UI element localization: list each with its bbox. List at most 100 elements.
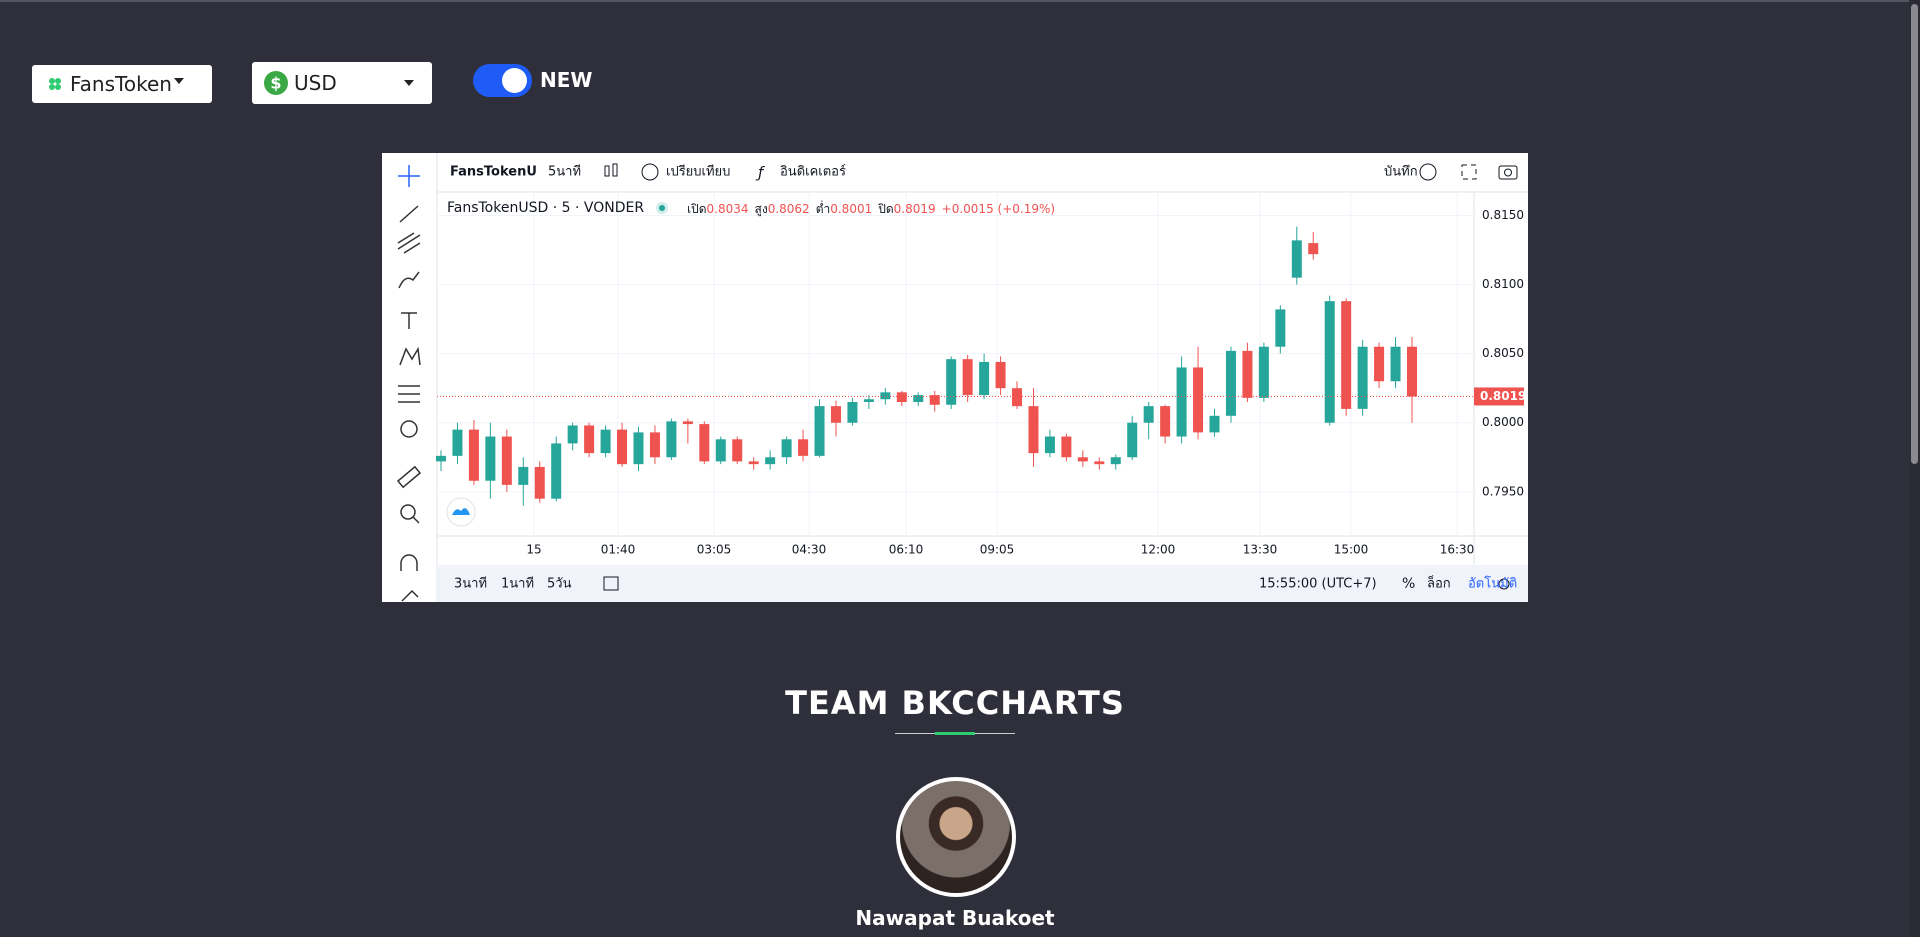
candle-body xyxy=(732,439,743,462)
range-button[interactable]: 1นาที xyxy=(501,576,534,592)
indicators[interactable]: อินดิเคเตอร์ xyxy=(780,164,846,180)
fib-tool[interactable] xyxy=(397,232,421,254)
candle-body xyxy=(946,359,957,405)
save[interactable]: บันทึก xyxy=(1384,165,1418,180)
x-tick-label: 13:30 xyxy=(1243,543,1278,557)
toggle-label: NEW xyxy=(540,68,593,92)
auto-toggle[interactable]: อัตโนมัติ xyxy=(1468,576,1517,592)
ohlc-label: เปิด xyxy=(687,202,707,216)
chart-widget: FansTokenU 5นาที เปรียบเทียบ ƒ อินดิเคเต… xyxy=(382,153,1528,602)
toggle-knob xyxy=(502,68,527,93)
candle-body xyxy=(847,401,858,423)
brush-tool[interactable] xyxy=(398,271,420,289)
candle-body xyxy=(715,439,726,462)
percent-toggle[interactable]: % xyxy=(1402,576,1415,592)
candle-body xyxy=(551,443,562,499)
symbol[interactable]: FansTokenU xyxy=(450,165,537,180)
range-button[interactable]: 3นาที xyxy=(454,576,487,592)
caret xyxy=(404,80,414,86)
emoji-tool[interactable] xyxy=(400,420,418,438)
compare-icon[interactable] xyxy=(641,163,659,181)
scroll-thumb[interactable] xyxy=(1911,4,1918,464)
interval[interactable]: 5นาที xyxy=(548,164,581,180)
last-price-badge xyxy=(1474,387,1524,406)
candle-body xyxy=(979,361,990,396)
candle-body xyxy=(1407,346,1417,397)
screenshot-icon[interactable] xyxy=(1498,165,1518,180)
candle-body xyxy=(567,425,578,444)
x-tick-label: 04:30 xyxy=(792,543,827,557)
y-tick-label: 0.8150 xyxy=(1482,208,1524,222)
pattern-tool[interactable] xyxy=(399,346,421,366)
member-name: Nawapat Buakoet xyxy=(855,906,1055,930)
bottom-bar xyxy=(437,565,1528,602)
scrollbar[interactable] xyxy=(1909,0,1920,937)
indicator-icon[interactable]: ƒ xyxy=(755,164,765,182)
candle-body xyxy=(1012,388,1023,407)
candle-body xyxy=(962,359,973,396)
x-tick-label: 16:30 xyxy=(1440,543,1475,557)
currency-select[interactable]: $ USD xyxy=(252,62,432,104)
x-tick-label: 09:05 xyxy=(980,543,1015,557)
settings-icon[interactable] xyxy=(1419,163,1437,181)
text-tool[interactable] xyxy=(401,312,417,329)
screenshot-lens xyxy=(1504,168,1512,177)
legend: FansTokenUSD · 5 · VONDER xyxy=(447,200,644,216)
token-select[interactable]: FansToken xyxy=(32,65,212,103)
candle-body xyxy=(1110,457,1121,465)
compare[interactable]: เปรียบเทียบ xyxy=(666,164,730,180)
candle-body xyxy=(1291,240,1302,278)
zoom-tool[interactable] xyxy=(400,504,420,524)
plot-area: 15 01:40 03:05 04:30 06:10 09:05 12:00 13:30 15:… xyxy=(436,192,1526,592)
candle-body xyxy=(798,439,809,456)
line-tool[interactable] xyxy=(399,205,419,223)
legend-symbol: FansTokenUSD · 5 · VONDER xyxy=(447,200,644,216)
x-tick-label: 03:05 xyxy=(697,543,732,557)
crosshair-tool[interactable] xyxy=(398,165,420,187)
chart-style-icon[interactable] xyxy=(604,163,618,177)
ohlc-value: 0.8062 xyxy=(768,202,810,216)
goto-date-icon xyxy=(603,576,619,591)
candle-body xyxy=(699,424,710,462)
ohlc-label: ต่ำ xyxy=(816,200,831,216)
candle-body xyxy=(1044,436,1055,454)
candle-body xyxy=(485,436,496,481)
candle-body xyxy=(814,406,825,456)
axis-settings-icon[interactable] xyxy=(1498,578,1510,590)
candle-body xyxy=(518,466,529,485)
candle-body xyxy=(452,429,463,456)
candle-body xyxy=(929,395,940,405)
left-toolbar xyxy=(396,165,422,602)
lock-tool[interactable] xyxy=(401,589,419,602)
magnet-tool[interactable] xyxy=(400,554,418,571)
candle-body xyxy=(1242,350,1253,398)
new-toggle[interactable] xyxy=(473,64,532,97)
range-button[interactable]: 5วัน xyxy=(547,577,572,592)
candle-body xyxy=(765,457,776,465)
ohlc-label: สูง xyxy=(755,202,768,217)
candle-body xyxy=(830,406,841,423)
currency-icon: $ xyxy=(264,71,288,95)
ohlc-value: 0.8001 xyxy=(830,202,872,216)
candle-body xyxy=(781,439,792,458)
measure-tool[interactable] xyxy=(398,385,420,403)
log-toggle[interactable]: ล็อก xyxy=(1427,574,1451,592)
token-label: FansToken xyxy=(70,72,172,96)
candle-body xyxy=(1077,457,1088,462)
candle-body xyxy=(1061,436,1072,458)
team-title: TEAM BKCCHARTS xyxy=(785,684,1125,722)
candle-body xyxy=(468,429,479,481)
candle-body xyxy=(649,432,660,458)
x-tick-label: 12:00 xyxy=(1141,543,1176,557)
fullscreen-icon[interactable] xyxy=(1461,164,1477,180)
candle-body xyxy=(1374,346,1385,382)
ruler-tool[interactable] xyxy=(396,465,422,489)
candle-body xyxy=(436,455,446,462)
candle-body xyxy=(1390,346,1401,382)
candle-body xyxy=(1357,346,1368,409)
ohlc-label: ปิด xyxy=(878,202,894,216)
candle-body xyxy=(863,399,874,402)
caret xyxy=(173,78,184,84)
candle-body xyxy=(1225,350,1236,416)
